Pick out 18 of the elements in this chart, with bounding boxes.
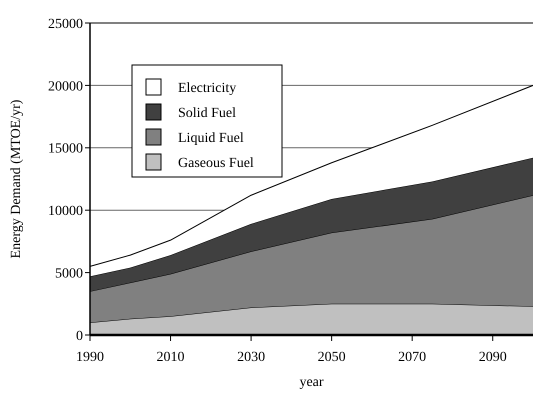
y-axis-title: Energy Demand (MTOE/yr) [9, 99, 24, 258]
y-tick-label: 25000 [48, 16, 83, 32]
x-axis-title: year [299, 375, 324, 390]
legend-label: Electricity [178, 81, 236, 96]
y-tick-label: 0 [76, 328, 83, 344]
legend-label: Gaseous Fuel [178, 156, 254, 171]
y-tick-label: 5000 [55, 266, 83, 282]
x-tick-label: 1990 [76, 350, 104, 365]
x-tick-label: 2010 [156, 350, 185, 365]
x-tick-label: 2030 [237, 350, 266, 365]
legend-label: Liquid Fuel [178, 131, 244, 146]
x-tick-label: 2070 [398, 350, 426, 365]
y-tick-label: 10000 [48, 204, 83, 220]
x-tick-label: 2050 [318, 350, 346, 365]
x-tick-label: 2090 [478, 350, 507, 365]
y-tick-label: 15000 [48, 142, 83, 157]
y-tick-label: 20000 [48, 79, 83, 94]
legend-label: Solid Fuel [178, 106, 236, 121]
